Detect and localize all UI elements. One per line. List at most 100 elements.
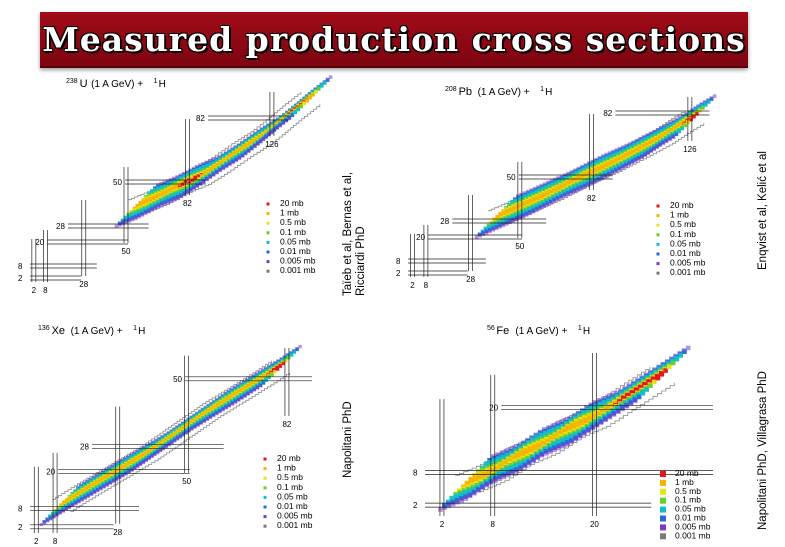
u238-cell [261, 137, 265, 142]
u238-cell [299, 104, 303, 109]
fe56-legend-swatch [660, 533, 666, 540]
u238-legend-swatch [266, 221, 270, 225]
pb208-cell [488, 229, 492, 234]
fe56-legend-swatch [660, 524, 666, 531]
u238-magic-z-label: 2 [18, 274, 23, 283]
fe56-magic-n-label: 20 [590, 520, 599, 529]
pb208-cell [508, 220, 512, 225]
fe56-cell [678, 353, 683, 358]
xe136-cell [193, 425, 197, 429]
u238-magic-n-label: 82 [183, 199, 192, 208]
u238-cell [127, 219, 132, 223]
pb208-cell [712, 94, 717, 98]
fe56-cell [628, 401, 634, 406]
u238-cell [243, 151, 248, 156]
fe56-cell [497, 476, 503, 481]
xe136-cell [130, 468, 134, 472]
fe56-legend-label: 0.01 mb [675, 513, 706, 523]
u238-legend-label: 20 mb [280, 198, 304, 208]
xe136-cell [278, 364, 283, 368]
fe56-legend-label: 0.001 mb [675, 530, 711, 540]
fe56-cell [552, 447, 558, 452]
pb208-cell [671, 135, 676, 140]
xe136-cell [181, 433, 185, 437]
xe136-legend-label: 0.1 mb [277, 482, 303, 492]
u238-legend-swatch [266, 240, 270, 244]
pb208-cell [701, 106, 705, 110]
xe136-cell [58, 511, 62, 515]
fe56-cells [438, 345, 691, 512]
u238-cell [205, 177, 209, 182]
xe136-legend-label: 0.5 mb [277, 472, 303, 482]
fe56-cell [510, 470, 515, 476]
fe56-cell [682, 349, 687, 354]
u238-legend-swatch [266, 260, 270, 264]
credit-u238-line2: Ricciardi PhD [355, 226, 367, 296]
fe56-legend-swatch [660, 515, 666, 522]
pb208-title-mass: 208 [445, 86, 457, 93]
xe136-cell [105, 483, 109, 487]
fe56-cell [476, 488, 481, 493]
pb208-cell [624, 164, 628, 168]
pb208-cell [494, 226, 499, 231]
pb208-cell [649, 149, 653, 154]
u238-magic-z-label: 82 [196, 114, 205, 123]
fe56-cell [484, 482, 490, 488]
pb208-cell [604, 174, 608, 179]
u238-cell [179, 194, 184, 199]
pb208-cell [704, 103, 708, 107]
u238-cell [255, 142, 260, 146]
pb208-cell [706, 100, 711, 104]
xe136-cell [89, 492, 94, 496]
pb208-cell [528, 211, 533, 216]
fe56-cell [514, 469, 519, 474]
xe136-legend-swatch [263, 486, 267, 490]
xe136-cell [218, 409, 222, 414]
fe56-cell [674, 356, 680, 362]
fe56-cell [438, 507, 443, 512]
pb208-title-target-mass: 1 [540, 86, 544, 93]
xe136-cell [284, 358, 288, 363]
xe136-cell [114, 477, 119, 482]
pb208-magic-z-label: 8 [396, 257, 401, 266]
u238-cell [325, 78, 330, 82]
u238-cell [130, 217, 135, 222]
pb208-cell [630, 160, 635, 165]
pb208-title-element: Pb [459, 86, 472, 98]
fe56-magic-z-label: 2 [413, 501, 418, 510]
u238-legend-label: 1 mb [280, 208, 299, 218]
u238-cell [320, 84, 324, 88]
pb208-legend-swatch [656, 252, 660, 256]
xe136-cell [121, 474, 125, 478]
pb208-legend-label: 0.05 mb [670, 238, 701, 248]
pb208-cell [586, 183, 591, 188]
pb208-cell [680, 126, 685, 131]
u238-cell [231, 160, 235, 165]
slide-title: Measured production cross sections [42, 19, 746, 59]
u238-cell [114, 224, 119, 229]
pb208-legend-swatch [656, 223, 660, 227]
pb208-cell [689, 117, 693, 122]
pb208-cell [484, 231, 489, 235]
pb208-legend-label: 20 mb [670, 200, 694, 210]
u238-cell [314, 90, 318, 94]
fe56-cell [670, 360, 676, 366]
xe136-cell [71, 503, 75, 508]
u238-magic-n-label: 8 [43, 286, 48, 295]
xe136-envelope-upper [52, 360, 273, 500]
u238-cell [258, 139, 263, 144]
pb208-magic-n-label: 50 [515, 242, 524, 251]
pb208-magic-n-label: 8 [424, 281, 429, 290]
pb208-legend: 20 mb1 mb0.5 mb0.1 mb0.05 mb0.01 mb0.005… [656, 200, 706, 277]
xe136-cell [267, 375, 271, 380]
pb208-cell [618, 167, 622, 172]
xe136-cell [224, 406, 228, 410]
pb208-cell [646, 151, 650, 156]
xe136-legend-label: 0.01 mb [277, 501, 308, 511]
fe56-cell [561, 443, 566, 449]
credit-u238-line1: Taïeb et al, Bernas et al, [342, 171, 354, 296]
u238-cell [302, 101, 306, 106]
pb208-cell [538, 206, 543, 210]
u238-cell [224, 164, 229, 169]
